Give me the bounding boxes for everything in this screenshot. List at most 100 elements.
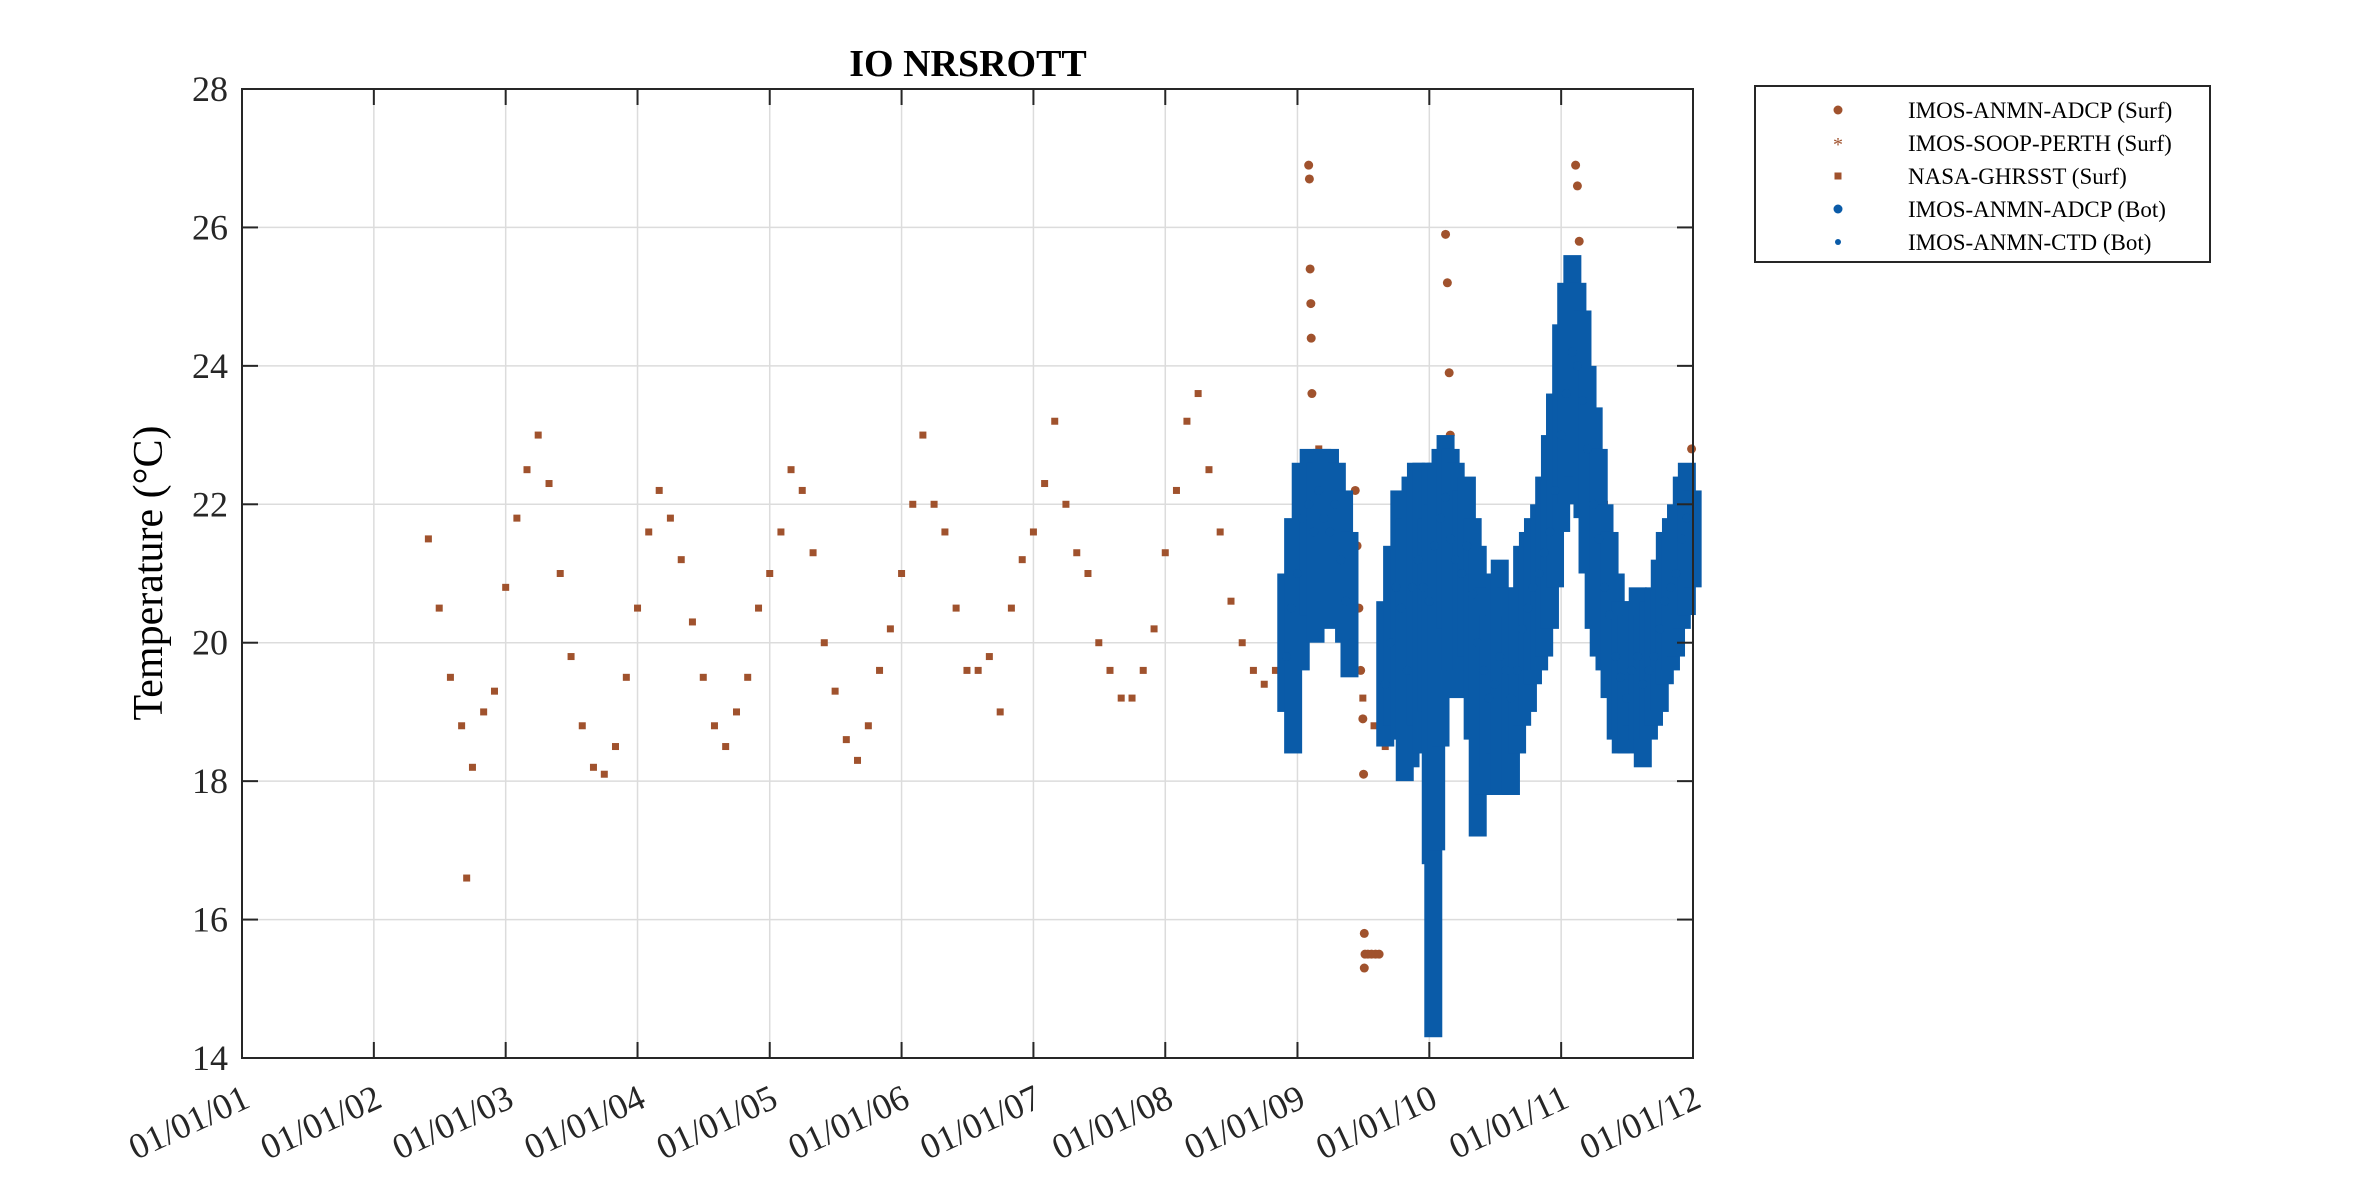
y-tick-label: 24 [192, 346, 228, 386]
data-point [842, 736, 850, 744]
data-point [1073, 549, 1081, 557]
data-point [600, 770, 608, 778]
data-point [1572, 181, 1582, 191]
data-point [1396, 603, 1406, 613]
data-point [1292, 569, 1302, 578]
legend-label: IMOS-ANMN-ADCP (Bot) [1908, 197, 2166, 222]
data-point [1062, 500, 1070, 508]
data-point [1347, 638, 1357, 648]
data-point [1444, 368, 1454, 378]
data-point [468, 763, 476, 771]
data-point [809, 549, 817, 557]
data-point [1539, 548, 1549, 558]
data-point [1462, 541, 1472, 551]
data-point [1589, 499, 1599, 509]
data-point [1666, 582, 1676, 592]
data-point [1442, 278, 1452, 288]
legend-box [1754, 85, 2211, 263]
data-point [1644, 665, 1654, 675]
data-point [611, 743, 619, 751]
data-point [1150, 625, 1158, 633]
data-point [578, 722, 586, 730]
data-point [1359, 694, 1367, 702]
data-point [545, 480, 553, 488]
data-point [1309, 527, 1319, 537]
data-point [1306, 299, 1316, 309]
data-point [1307, 389, 1317, 399]
data-point [1051, 417, 1059, 425]
data-point [820, 639, 828, 647]
data-point [1325, 527, 1335, 537]
data-point [1330, 499, 1340, 509]
x-tick-label: 01/01/01 [122, 1077, 255, 1167]
data-point [513, 514, 521, 522]
data-point [1583, 444, 1593, 454]
data-point [974, 666, 982, 674]
legend-marker [1833, 204, 1843, 214]
data-point [1451, 555, 1461, 565]
data-point [1380, 679, 1390, 689]
data-point [1374, 949, 1384, 959]
data-point [1341, 596, 1351, 606]
data-point [1677, 534, 1687, 544]
data-point [898, 570, 906, 577]
data-point [919, 431, 927, 439]
data-point [677, 556, 685, 564]
data-point [1627, 665, 1637, 675]
data-point [1336, 555, 1346, 565]
data-point [710, 722, 718, 730]
data-point [1550, 485, 1560, 495]
legend-marker [1835, 239, 1841, 245]
x-tick-label: 01/01/12 [1573, 1077, 1706, 1167]
data-point [722, 743, 730, 751]
data-point [1359, 963, 1369, 973]
data-point [1391, 582, 1401, 592]
data-point [1359, 928, 1369, 938]
data-point [744, 673, 752, 681]
data-point [755, 604, 763, 612]
data-point [1457, 569, 1467, 578]
data-point [1413, 555, 1423, 565]
x-tick-label: 01/01/11 [1443, 1077, 1575, 1167]
data-point [622, 673, 630, 681]
data-point [1655, 624, 1665, 634]
data-point [1271, 666, 1279, 674]
data-point [1281, 652, 1291, 662]
data-point [909, 500, 917, 508]
y-tick-label: 20 [192, 623, 228, 663]
x-tick-label: 01/01/02 [254, 1077, 387, 1167]
data-point [435, 604, 443, 612]
data-point [634, 604, 642, 612]
data-point [655, 486, 663, 494]
data-point [1161, 549, 1169, 557]
data-point [1574, 236, 1584, 246]
data-point [854, 756, 862, 764]
data-point [1314, 485, 1324, 495]
data-point [1029, 528, 1037, 536]
data-point [1545, 527, 1555, 537]
data-point [985, 653, 993, 661]
data-point [1128, 694, 1136, 702]
data-point [589, 763, 597, 771]
data-point [952, 604, 960, 612]
data-point [688, 618, 696, 626]
data-point [1490, 679, 1500, 689]
data-point [1359, 769, 1369, 779]
legend-label: IMOS-ANMN-ADCP (Surf) [1908, 98, 2172, 123]
data-point [941, 528, 949, 536]
data-point [1305, 264, 1315, 274]
x-tick-label: 01/01/07 [914, 1077, 1047, 1167]
data-point [1183, 417, 1191, 425]
data-point [1682, 513, 1692, 523]
data-point [1506, 693, 1516, 703]
chart-title: IO NRSROTT [849, 43, 1087, 85]
data-point [1370, 722, 1378, 730]
plot-frame [241, 88, 1694, 1059]
data-point [1441, 492, 1451, 502]
x-tick-label: 01/01/05 [650, 1077, 783, 1167]
data-point [1495, 652, 1505, 662]
data-point [886, 625, 894, 633]
data-point [1600, 582, 1610, 592]
data-point [1205, 466, 1213, 474]
